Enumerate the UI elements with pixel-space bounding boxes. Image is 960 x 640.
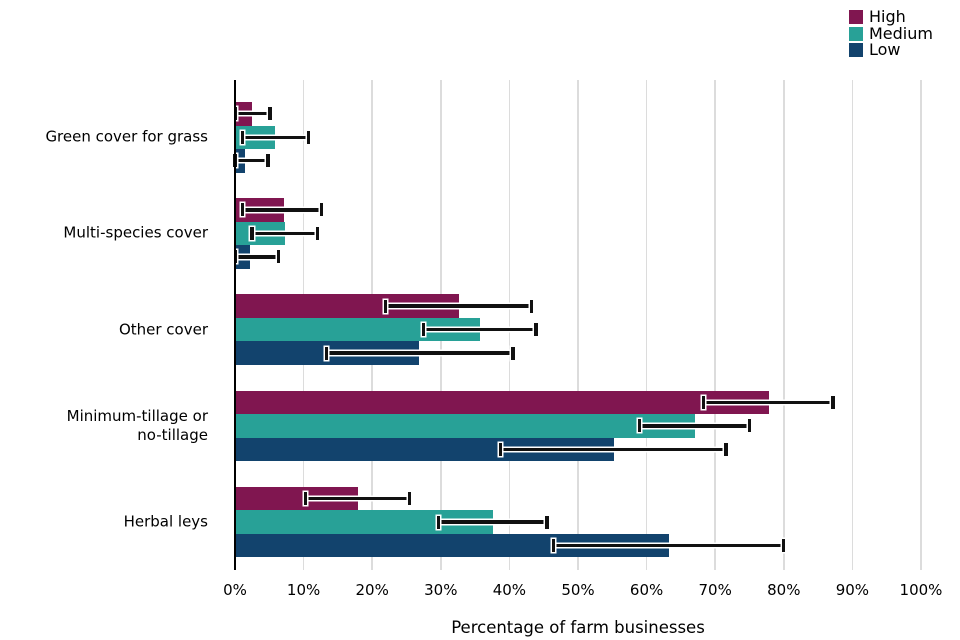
category-label: Multi-species cover: [63, 223, 208, 242]
legend-swatch-icon: [849, 42, 863, 57]
error-bar-cap: [638, 419, 642, 433]
legend-label: Low: [869, 39, 901, 59]
gridline: [851, 80, 854, 570]
bar-high: [235, 390, 769, 415]
error-bar-line: [235, 159, 268, 163]
x-tick-label: 20%: [355, 581, 389, 599]
error-bar-line: [438, 520, 548, 524]
bar-medium: [235, 317, 480, 342]
error-bar-cap: [233, 250, 238, 264]
x-tick-label: 70%: [698, 581, 732, 599]
error-bar-line: [553, 543, 784, 548]
x-tick-label: 80%: [767, 581, 801, 599]
error-bar-cap: [534, 323, 538, 337]
error-bar-cap: [319, 203, 324, 217]
error-bar-cap: [498, 442, 503, 456]
error-bar-line: [242, 135, 309, 139]
error-bar-cap: [421, 323, 426, 337]
legend-item-medium: Medium: [849, 25, 933, 41]
category-label: Green cover for grass: [45, 127, 208, 146]
error-bar-cap: [747, 419, 752, 433]
x-tick-label: 40%: [492, 581, 527, 599]
error-bar-line: [423, 327, 537, 332]
error-bar-line: [305, 496, 410, 501]
category-label: Minimum-tillage or no-tillage: [66, 406, 208, 444]
bar-low: [235, 437, 614, 462]
x-tick-label: 50%: [561, 581, 595, 599]
gridline: [508, 80, 511, 570]
legend-label: Medium: [869, 23, 933, 43]
error-bar-line: [326, 351, 513, 355]
error-bar-cap: [701, 395, 706, 409]
gridline: [577, 80, 579, 570]
error-bar-cap: [511, 346, 515, 360]
error-bar-cap: [315, 226, 319, 240]
bar-low: [235, 533, 669, 558]
legend-swatch-icon: [849, 10, 863, 25]
error-bar-line: [235, 255, 279, 259]
x-tick-label: 100%: [899, 581, 943, 599]
legend-item-low: Low: [849, 39, 933, 59]
error-bar-cap: [383, 299, 387, 313]
error-bar-line: [703, 400, 834, 405]
bar-high: [235, 486, 359, 511]
x-axis-label: Percentage of farm businesses: [451, 618, 705, 637]
error-bar-cap: [831, 395, 835, 409]
category-label: Herbal leys: [123, 512, 208, 531]
bar-high: [235, 294, 460, 318]
error-bar-line: [252, 231, 318, 236]
y-axis-line: [234, 80, 236, 570]
error-bar-cap: [268, 107, 272, 121]
legend-swatch-icon: [849, 26, 863, 41]
x-tick-label: 60%: [629, 581, 664, 599]
error-bar-cap: [266, 154, 270, 168]
error-bar-line: [500, 447, 727, 452]
error-bar-cap: [240, 203, 245, 217]
error-bar-line: [639, 424, 750, 428]
bar-medium: [235, 414, 696, 438]
error-bar-line: [385, 304, 532, 308]
legend-item-high: High: [849, 9, 933, 25]
error-bar-cap: [276, 250, 280, 264]
error-bar-cap: [240, 130, 245, 144]
error-bar-cap: [233, 107, 238, 121]
x-tick-label: 90%: [835, 581, 870, 599]
error-bar-cap: [250, 226, 254, 240]
error-bar-cap: [782, 539, 786, 553]
error-bar-cap: [529, 299, 534, 313]
error-bar-cap: [303, 492, 308, 506]
error-bar-cap: [437, 515, 441, 529]
error-bar-cap: [545, 515, 549, 529]
x-tick-label: 10%: [286, 581, 321, 599]
error-bar-cap: [407, 492, 411, 506]
gridline: [714, 80, 716, 570]
category-label: Other cover: [118, 320, 208, 339]
x-tick-label: 0%: [223, 581, 247, 599]
error-bar-line: [242, 208, 322, 212]
error-bar-line: [235, 112, 270, 116]
error-bar-cap: [551, 539, 555, 553]
legend-label: High: [869, 7, 906, 27]
gridline: [920, 80, 922, 570]
x-tick-label: 30%: [424, 581, 458, 599]
error-bar-cap: [324, 346, 328, 360]
bar-medium: [235, 510, 493, 534]
legend: High Medium Low: [849, 9, 933, 58]
gridline: [783, 80, 785, 570]
error-bar-cap: [306, 130, 311, 144]
gridline: [645, 80, 648, 570]
error-bar-cap: [724, 442, 728, 456]
